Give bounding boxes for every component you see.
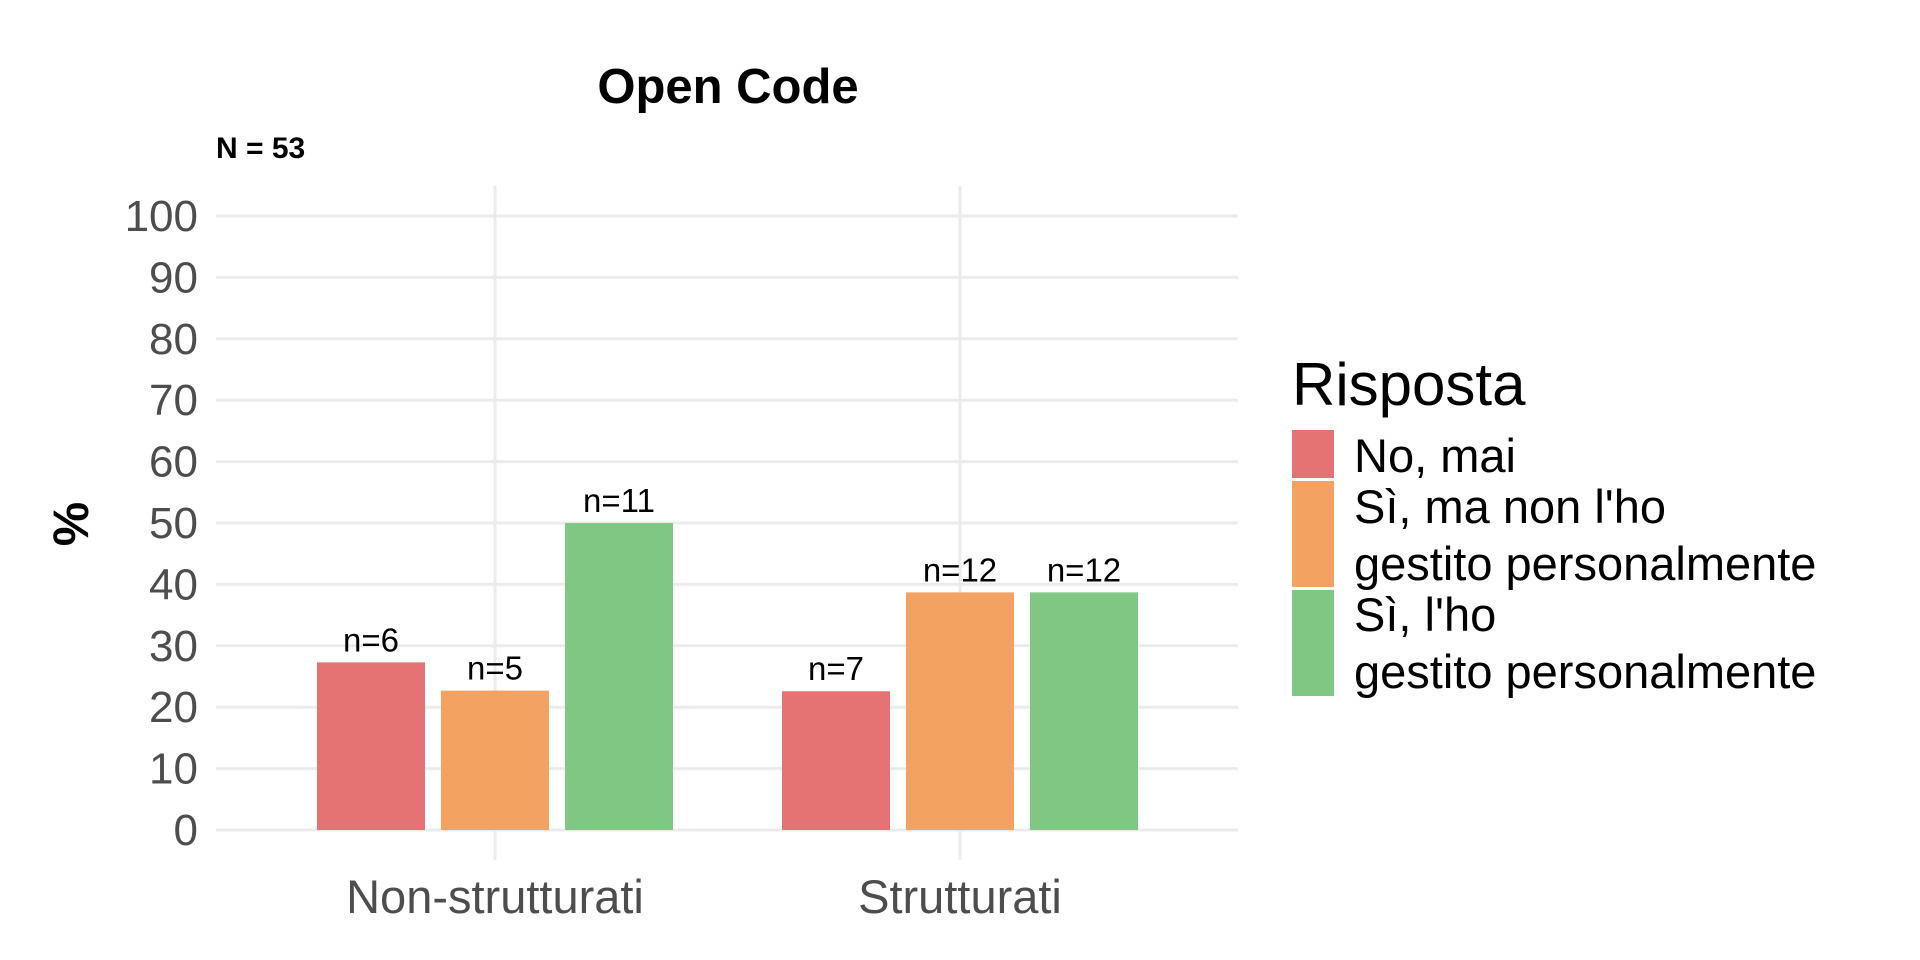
legend-key: [1292, 430, 1334, 478]
x-tick-label: Strutturati: [858, 870, 1062, 923]
x-tick-label: Non-strutturati: [346, 870, 644, 923]
y-tick-label: 70: [149, 376, 198, 425]
y-tick-label: 40: [149, 560, 198, 609]
legend-label: No, mai: [1354, 429, 1516, 482]
bar: [1030, 592, 1138, 830]
y-tick-label: 90: [149, 253, 198, 302]
y-tick-label: 100: [125, 192, 198, 241]
chart-subtitle: N = 53: [216, 132, 305, 165]
y-tick-label: 20: [149, 683, 198, 732]
y-tick-label: 80: [149, 315, 198, 364]
y-tick-label: 50: [149, 499, 198, 548]
bar: [441, 690, 549, 830]
legend-key: [1292, 481, 1334, 587]
chart-title: Open Code: [597, 60, 858, 114]
y-tick-label: 30: [149, 622, 198, 671]
bar-data-label: n=6: [343, 621, 399, 658]
legend-key: [1292, 590, 1334, 696]
bar-data-label: n=5: [467, 650, 523, 687]
bar-labels-layer: n=6 n=7 n=5 n=12 n=11 n=12: [343, 482, 1121, 687]
y-tick-label: 60: [149, 438, 198, 487]
bar: [782, 691, 890, 830]
bar: [906, 592, 1014, 830]
bar: [317, 662, 425, 830]
legend-label: Sì, l'ho gestito personalmente: [1354, 588, 1816, 698]
y-axis-label: %: [43, 502, 99, 546]
bar-data-label: n=12: [923, 551, 997, 588]
bars-layer: [317, 523, 1138, 830]
bar-data-label: n=11: [583, 482, 655, 519]
bar-data-label: n=7: [808, 650, 864, 687]
y-tick-label: 0: [174, 806, 198, 855]
axis-layer: 0 10 20 30 40 50 60 70 80 90 100 Non-strutturati Str…: [125, 192, 1062, 923]
bar-data-label: n=12: [1047, 551, 1121, 588]
bar: [565, 523, 673, 830]
legend-label: Sì, ma non l'ho gestito personalmente: [1354, 480, 1816, 590]
legend-title: Risposta: [1292, 351, 1526, 418]
y-tick-label: 10: [149, 745, 198, 794]
